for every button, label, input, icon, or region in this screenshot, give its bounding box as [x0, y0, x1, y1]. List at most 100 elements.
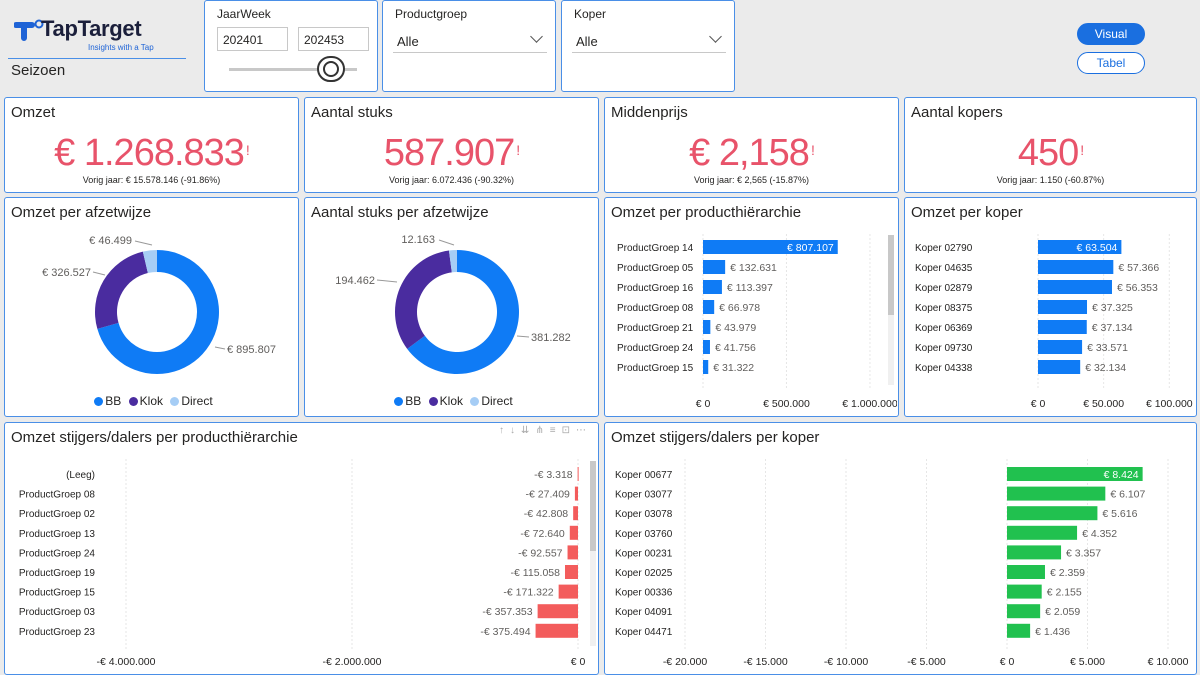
jaarweek-from-input[interactable]: 202401: [217, 27, 288, 51]
data-label: € 33.571: [1087, 342, 1128, 354]
visual-button[interactable]: Visual: [1077, 23, 1145, 45]
hierarchy-icon[interactable]: ⋔: [535, 425, 550, 436]
data-label: € 2.359: [1050, 567, 1085, 579]
chart-title: Omzet stijgers/dalers per koper: [611, 429, 820, 446]
donut-slice-klok: [95, 251, 148, 329]
productgroep-dropdown[interactable]: Alle: [393, 27, 547, 53]
category-label: Koper 00231: [615, 548, 673, 559]
kpi-previous-year: Vorig jaar: 1.150 (-60.87%): [996, 175, 1105, 185]
data-label: € 31.322: [713, 362, 754, 374]
warning-icon: !: [245, 142, 250, 158]
x-tick-label: -€ 15.000: [743, 656, 788, 668]
bar-chart-stijgers-koper[interactable]: -€ 20.000 -€ 15.000 -€ 10.000 -€ 5.000 € 0 € …: [605, 447, 1195, 675]
jaarweek-slider-handle[interactable]: [317, 56, 345, 82]
bar: [558, 584, 578, 599]
bar: [577, 467, 579, 481]
kpi-card-middenprijs: Middenprijs € 2,158! Vorig jaar: € 2,565…: [604, 97, 899, 193]
data-label: € 41.756: [715, 342, 756, 354]
kpi-value: € 2,158!: [605, 132, 898, 175]
bar: [567, 545, 578, 560]
legend-dot-klok: [128, 397, 138, 406]
scrollbar[interactable]: [888, 235, 894, 385]
bar: [1038, 320, 1087, 334]
category-label: ProductGroep 15: [19, 588, 96, 599]
category-label: Koper 09730: [915, 343, 973, 354]
jaarweek-to-input[interactable]: 202453: [298, 27, 369, 51]
category-label: Koper 03077: [615, 490, 673, 501]
data-label: 12.163: [401, 234, 435, 246]
category-label: Koper 00336: [615, 588, 673, 599]
bar-chart-producthierarchie[interactable]: € 0 € 500.000 € 1.000.000 ProductGroep 14 € …: [605, 222, 897, 416]
donut-chart-aantal-stuks[interactable]: 381.282 194.462 12.163: [305, 222, 597, 412]
bar: [564, 565, 578, 579]
data-label: € 66.978: [719, 302, 760, 314]
chart-title: Omzet per koper: [911, 204, 1023, 221]
filter-icon[interactable]: ≡: [549, 425, 562, 436]
data-label: € 8.424: [1104, 469, 1139, 481]
x-tick-label: € 0: [696, 398, 711, 410]
category-label: Koper 04338: [915, 363, 973, 374]
bar: [537, 604, 578, 619]
bar-panel-koper: Omzet per koper € 0 € 50.000 € 100.000 Kope…: [904, 197, 1197, 417]
donut-panel-omzet: Omzet per afzetwijze € 895.807 € 326.527 €…: [4, 197, 299, 417]
data-label: € 2.059: [1045, 606, 1080, 618]
data-label: € 113.397: [727, 282, 773, 294]
leader-line: [438, 239, 455, 246]
more-options-icon[interactable]: ⋯: [576, 425, 592, 436]
koper-dropdown[interactable]: Alle: [572, 27, 726, 53]
legend-label-klok: Klok: [439, 394, 463, 408]
leader-line: [134, 240, 153, 246]
category-label: ProductGroep 23: [19, 627, 96, 638]
category-label: ProductGroep 21: [617, 323, 694, 334]
kpi-title: Middenprijs: [611, 104, 688, 121]
scrollbar[interactable]: [590, 461, 596, 646]
chart-legend: BB Klok Direct: [5, 394, 298, 408]
category-label: ProductGroep 03: [19, 607, 96, 618]
x-tick-label: -€ 5.000: [907, 656, 946, 668]
kpi-title: Aantal stuks: [311, 104, 393, 121]
chart-title: Aantal stuks per afzetwijze: [311, 204, 489, 221]
bar: [703, 360, 709, 374]
data-label: € 3.357: [1066, 547, 1101, 559]
drill-up-icon[interactable]: ↑: [498, 425, 510, 436]
jaarweek-slider-track[interactable]: [229, 68, 357, 71]
bar: [1038, 240, 1122, 254]
chart-title: Omzet per producthiërarchie: [611, 204, 802, 221]
leader-line: [214, 346, 226, 350]
category-label: Koper 04091: [615, 607, 673, 618]
bar-chart-stijgers-producthierarchie[interactable]: -€ 4.000.000 -€ 2.000.000 € 0 (Leeg) -€ 3.31…: [5, 447, 597, 675]
donut-slice-bb: [97, 250, 219, 374]
category-label: ProductGroep 19: [19, 568, 96, 579]
bar: [1007, 623, 1031, 638]
data-label: 194.462: [335, 275, 375, 287]
category-label: ProductGroep 24: [617, 343, 694, 354]
donut-slice-bb: [407, 250, 519, 374]
tabel-button[interactable]: Tabel: [1077, 52, 1145, 74]
logo-icon: [14, 19, 44, 41]
data-label: -€ 42.808: [524, 508, 569, 520]
leader-line: [92, 271, 106, 276]
productgroep-label: Productgroep: [395, 7, 468, 21]
donut-slice-direct: [142, 250, 157, 274]
expand-down-icon[interactable]: ⇊: [520, 425, 536, 436]
bar: [1007, 525, 1078, 540]
bar: [569, 525, 578, 540]
drill-down-icon[interactable]: ↓: [509, 425, 521, 436]
chart-legend: BB Klok Direct: [305, 394, 598, 408]
category-label: ProductGroep 13: [19, 529, 96, 540]
jaarweek-filter: JaarWeek 202401 202453: [204, 0, 378, 92]
bar: [1007, 486, 1106, 501]
category-label: Koper 02790: [915, 243, 973, 254]
category-label: ProductGroep 14: [617, 243, 694, 254]
x-tick-label: € 0: [1000, 656, 1015, 668]
bar: [535, 623, 578, 638]
x-tick-label: -€ 2.000.000: [323, 656, 382, 668]
category-label: ProductGroep 08: [617, 303, 694, 314]
x-tick-label: -€ 10.000: [824, 656, 869, 668]
bar-chart-koper[interactable]: € 0 € 50.000 € 100.000 Koper 02790 € 63.504 K…: [905, 222, 1195, 416]
focus-mode-icon[interactable]: ⊡: [561, 425, 576, 436]
header-logo: TapTarget Insights with a Tap Seizoen: [0, 0, 200, 92]
donut-chart-omzet[interactable]: € 895.807 € 326.527 € 46.499: [5, 222, 297, 412]
data-label: € 2.155: [1047, 587, 1082, 599]
bar: [1007, 545, 1062, 560]
